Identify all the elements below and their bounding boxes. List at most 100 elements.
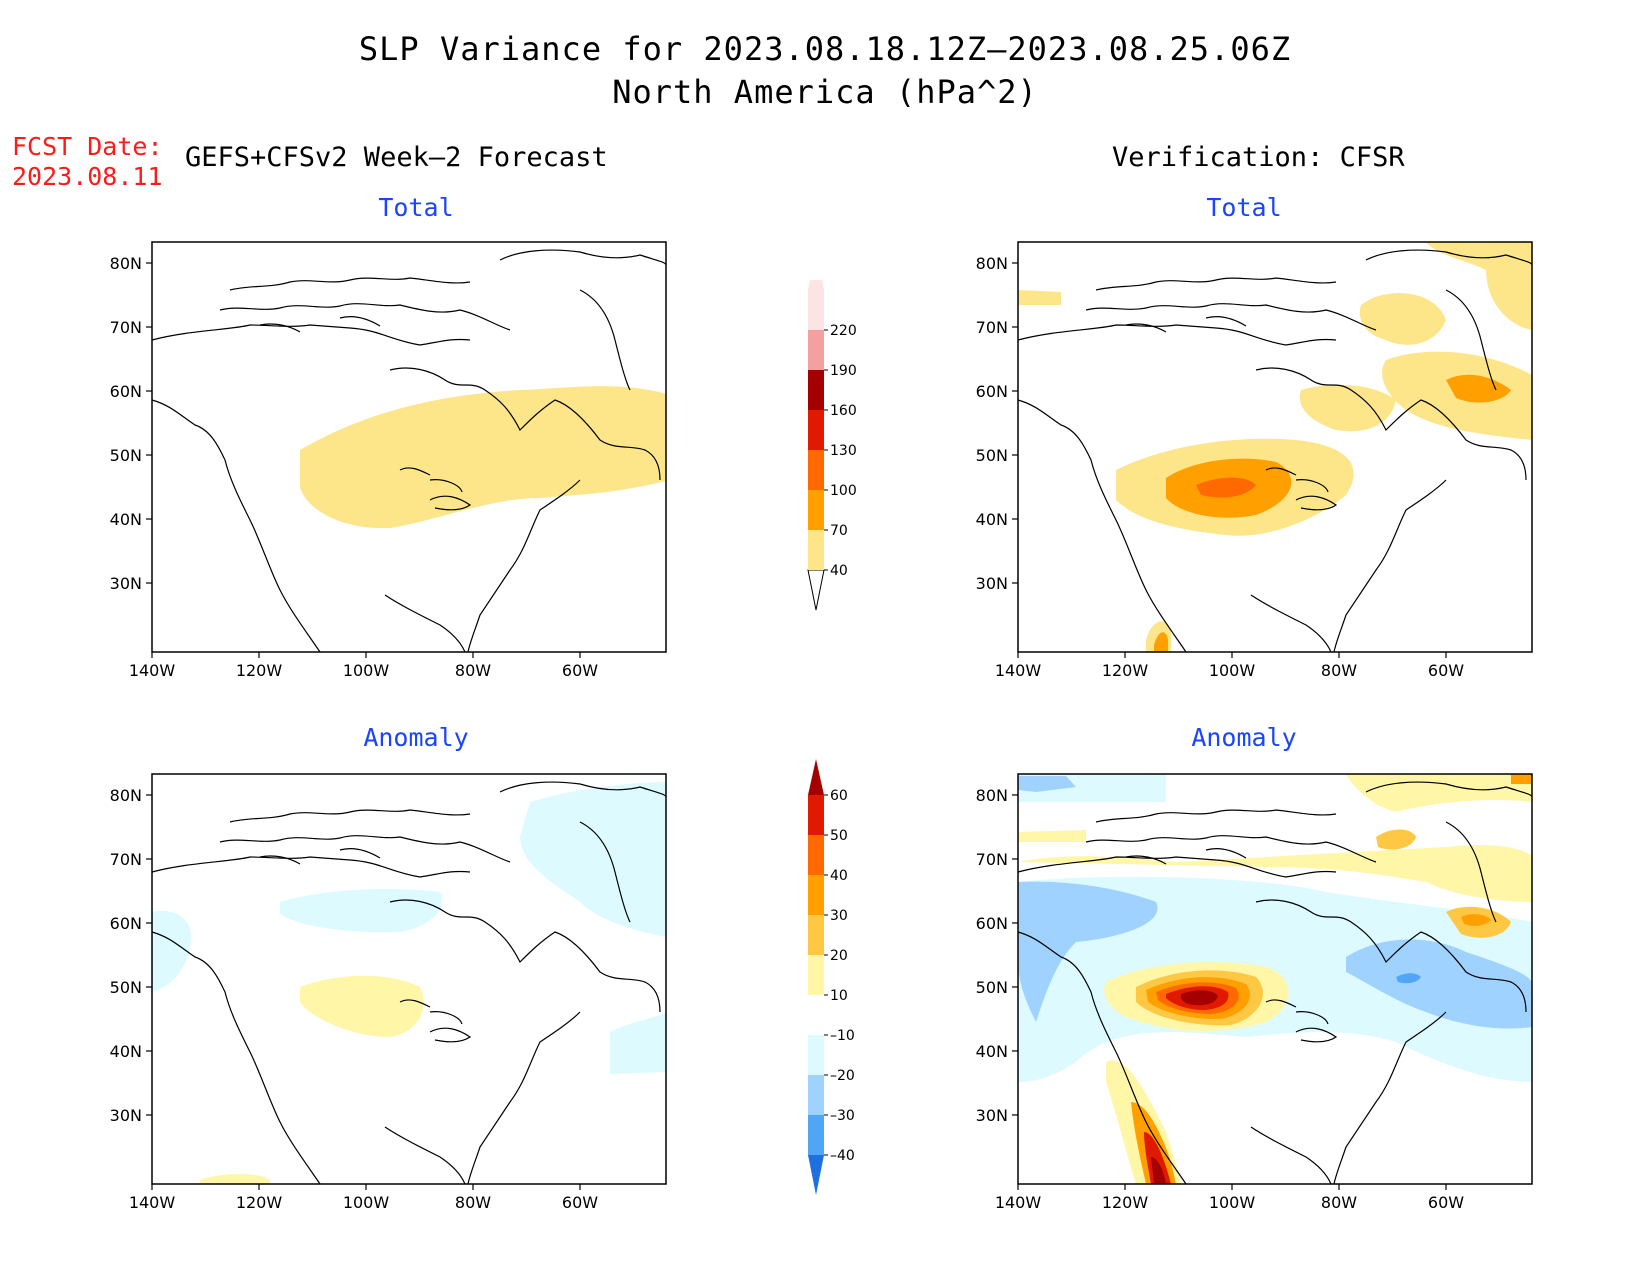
colorbar-segment (808, 490, 824, 530)
lat-tick-label: 60N (976, 914, 1008, 933)
colorbar-total-segments: 40 70 100 130 160 190 220 (807, 280, 857, 611)
colorbar-segment (808, 915, 824, 955)
coastline (1017, 249, 1533, 653)
lon-tick-label: 140W (995, 661, 1042, 680)
lon-tick-label: 120W (1102, 1193, 1149, 1212)
lat-tick-label: 50N (976, 446, 1008, 465)
coastline-segment (151, 856, 471, 878)
map-border (151, 773, 667, 1185)
coastline-segment (399, 999, 472, 1043)
coastline (1017, 781, 1533, 1185)
coastline-segment (1255, 899, 1527, 1013)
colorbar-lower-triangle (808, 1155, 824, 1195)
lat-tick-label: 30N (976, 574, 1008, 593)
coastline-segment (499, 781, 667, 798)
colorbar-tick-label: –40 (830, 1148, 855, 1164)
coastline-segment (1017, 399, 1187, 653)
colorbar-tick-label: 130 (830, 443, 857, 459)
colorbar-segment (808, 795, 824, 835)
colorbar-segment (808, 1075, 824, 1115)
coastline-segment (1333, 479, 1447, 653)
coastline-segment (389, 367, 661, 481)
lat-tick-label: 80N (110, 786, 142, 805)
forecast-header: GEFS+CFSv2 Week–2 Forecast (185, 142, 608, 173)
lat-tick-label: 50N (976, 978, 1008, 997)
lon-tick-label: 120W (1102, 661, 1149, 680)
colorbar-tick-label: 40 (830, 563, 848, 579)
colorbar-tick-label: 70 (830, 523, 848, 539)
panel-subtitle-verification-total: Total (1206, 193, 1282, 222)
lat-tick-label: 70N (976, 850, 1008, 869)
lon-tick-label: 120W (236, 661, 283, 680)
coastline-segment (1125, 848, 1247, 865)
lon-tick-label: 140W (129, 1193, 176, 1212)
lat-tick-label: 40N (110, 1042, 142, 1061)
lat-tick-label: 60N (976, 382, 1008, 401)
chart-title: SLP Variance for 2023.08.18.12Z–2023.08.… (358, 30, 1292, 68)
colorbar-segment (808, 875, 824, 915)
fcst-date-value: 2023.08.11 (12, 162, 163, 191)
lon-tick-label: 80W (455, 1193, 491, 1212)
colorbar-tick-label: 160 (830, 403, 857, 419)
lat-tick-label: 80N (976, 786, 1008, 805)
coastline-segment (1017, 324, 1337, 346)
colorbar-tick-label: 100 (830, 483, 857, 499)
coastline-segment (1255, 367, 1527, 481)
map-frame: 80N 70N 60N 50N 40N 30N 140W 120W 100W 80W 60W (976, 241, 1533, 680)
coastline-segment (1085, 835, 1377, 863)
coastline-segment (429, 479, 463, 493)
coastline-segment (1085, 303, 1377, 331)
colorbar-anomaly-segments: 60 50 40 30 20 10 –10 –20 –30 –40 (808, 759, 855, 1195)
lat-tick-label: 50N (110, 446, 142, 465)
coastline-segment (384, 1126, 466, 1185)
contour-fill (1018, 774, 1532, 1184)
contour-fill (152, 782, 666, 1184)
coastline-segment (1125, 316, 1247, 333)
colorbar-segment (808, 995, 824, 1035)
colorbar-segment (808, 410, 824, 450)
colorbar-segment (808, 330, 824, 370)
verification-header: Verification: CFSR (1112, 142, 1405, 173)
colorbar-tick-label: 10 (830, 988, 848, 1004)
lat-tick-label: 80N (110, 254, 142, 273)
contour-fill (300, 386, 666, 529)
map-border (151, 241, 667, 653)
lon-tick-label: 120W (236, 1193, 283, 1212)
colorbar-segment (808, 450, 824, 490)
map-border (1017, 773, 1533, 1185)
colorbar-upper-triangle (808, 759, 824, 795)
coastline-segment (1017, 931, 1187, 1185)
panel-subtitle-forecast-total: Total (378, 193, 454, 222)
lon-tick-label: 80W (1321, 661, 1357, 680)
colorbar-tick-label: –20 (830, 1068, 855, 1084)
lat-tick-label: 30N (976, 1106, 1008, 1125)
lat-tick-label: 40N (976, 1042, 1008, 1061)
coastline-segment (1265, 467, 1338, 511)
lat-tick-label: 50N (110, 978, 142, 997)
colorbar-tick-label: –30 (830, 1108, 855, 1124)
lat-tick-label: 70N (110, 850, 142, 869)
coastline-segment (229, 809, 471, 823)
coastline-segment (151, 399, 321, 653)
colorbar-tick-label: 30 (830, 908, 848, 924)
coastline-segment (399, 467, 472, 511)
colorbar-segment (808, 1115, 824, 1155)
coastline-segment (259, 316, 381, 333)
lon-tick-label: 100W (343, 661, 390, 680)
lon-tick-label: 80W (1321, 1193, 1357, 1212)
coastline-segment (1295, 1011, 1329, 1025)
coastline-segment (1250, 594, 1332, 653)
map-frame: 80N 70N 60N 50N 40N 30N 140W 120W 100W 80W 60W (110, 773, 667, 1212)
coastline-segment (1445, 289, 1497, 391)
coastline-segment (467, 1011, 581, 1185)
contour-fill (1018, 242, 1532, 652)
coastline-segment (219, 303, 511, 331)
colorbar-tick-label: 190 (830, 363, 857, 379)
colorbar-segment (808, 290, 824, 330)
chart-subtitle: North America (hPa^2) (612, 73, 1038, 111)
coastline-segment (229, 277, 471, 291)
lon-tick-label: 140W (995, 1193, 1042, 1212)
coastline-segment (1365, 249, 1533, 266)
colorbar-total: 40 70 100 130 160 190 220 (807, 280, 857, 611)
coastline-segment (151, 931, 321, 1185)
